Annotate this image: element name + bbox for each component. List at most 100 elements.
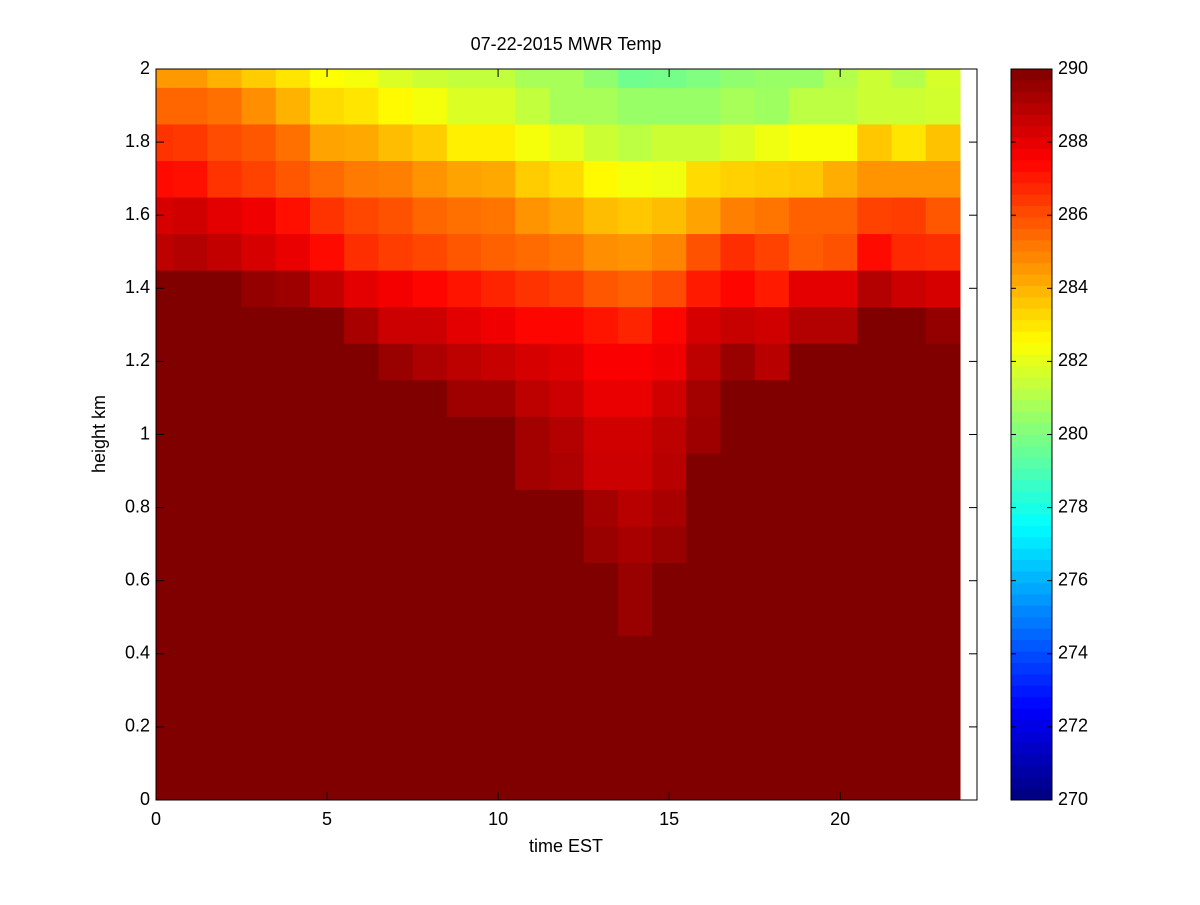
- heatmap-cell: [652, 489, 687, 527]
- heatmap-cell: [173, 379, 208, 417]
- heatmap-cell: [446, 672, 482, 710]
- heatmap-cell: [412, 489, 448, 527]
- heatmap-cell: [156, 379, 174, 417]
- colorbar-segment: [1011, 171, 1052, 184]
- heatmap-cell: [344, 525, 379, 564]
- heatmap-cell: [891, 672, 927, 710]
- heatmap-cell: [823, 196, 858, 235]
- heatmap-cell: [925, 69, 961, 88]
- heatmap-cell: [378, 745, 414, 783]
- heatmap-cell: [446, 708, 482, 746]
- heatmap-cell: [549, 452, 585, 490]
- heatmap-cell: [583, 306, 619, 344]
- heatmap-cell: [480, 781, 516, 800]
- heatmap-cell: [412, 781, 448, 800]
- heatmap-cell: [275, 123, 311, 161]
- heatmap-cell: [173, 562, 208, 600]
- heatmap-cell: [720, 525, 756, 564]
- heatmap-cell: [412, 233, 448, 271]
- heatmap-cell: [686, 452, 722, 490]
- colorbar-segment: [1011, 377, 1052, 390]
- heatmap-cell: [925, 270, 961, 308]
- heatmap-cell: [686, 123, 722, 161]
- heatmap-cell: [583, 379, 619, 417]
- heatmap-cell: [378, 452, 414, 490]
- heatmap-cell: [241, 781, 277, 800]
- heatmap-cell: [788, 452, 824, 490]
- heatmap-cell: [617, 635, 653, 673]
- heatmap-cell: [241, 635, 277, 673]
- heatmap-cell: [344, 781, 379, 800]
- heatmap-cell: [156, 745, 174, 783]
- colorbar-tick-label: 286: [1058, 204, 1088, 224]
- heatmap-cell: [925, 196, 961, 235]
- heatmap-cell: [480, 87, 516, 125]
- heatmap-cell: [857, 745, 893, 783]
- heatmap-cell: [652, 270, 687, 308]
- heatmap-cell: [583, 196, 619, 235]
- heatmap-cell: [891, 598, 927, 637]
- heatmap-cell: [309, 160, 345, 198]
- heatmap-cell: [309, 489, 345, 527]
- y-tick-label: 1.4: [125, 277, 150, 297]
- heatmap-cell: [720, 562, 756, 600]
- heatmap-cell: [515, 270, 550, 308]
- heatmap-cell: [515, 160, 550, 198]
- heatmap-cell: [173, 598, 208, 637]
- heatmap-cell: [754, 69, 790, 88]
- heatmap-cell: [241, 672, 277, 710]
- heatmap-cell: [788, 672, 824, 710]
- heatmap-cell: [515, 635, 550, 673]
- colorbar-segment: [1011, 274, 1052, 287]
- heatmap-cell: [173, 233, 208, 271]
- heatmap-cell: [378, 306, 414, 344]
- heatmap-cell: [754, 379, 790, 417]
- heatmap-cell: [549, 87, 585, 125]
- heatmap-cell: [275, 745, 311, 783]
- colorbar-segment: [1011, 560, 1052, 573]
- colorbar-segment: [1011, 365, 1052, 378]
- heatmap-cell: [275, 87, 311, 125]
- heatmap-cell: [344, 598, 379, 637]
- heatmap-cell: [344, 745, 379, 783]
- heatmap-cell: [480, 196, 516, 235]
- heatmap-cell: [241, 745, 277, 783]
- heatmap-cell: [823, 233, 858, 271]
- heatmap-cell: [309, 123, 345, 161]
- heatmap-cell: [823, 598, 858, 637]
- heatmap-cell: [344, 87, 379, 125]
- colorbar-segment: [1011, 662, 1052, 675]
- heatmap-cell: [788, 69, 824, 88]
- heatmap-cell: [378, 416, 414, 454]
- heatmap-cell: [156, 635, 174, 673]
- heatmap-cell: [446, 306, 482, 344]
- heatmap-cell: [309, 781, 345, 800]
- heatmap-cell: [412, 525, 448, 564]
- heatmap-cell: [241, 87, 277, 125]
- heatmap-cell: [446, 69, 482, 88]
- heatmap-cell: [446, 452, 482, 490]
- colorbar-segment: [1011, 685, 1052, 698]
- heatmap-cell: [173, 525, 208, 564]
- heatmap-cell: [857, 160, 893, 198]
- heatmap-cell: [480, 123, 516, 161]
- heatmap-cell: [412, 160, 448, 198]
- heatmap-cell: [207, 69, 243, 88]
- heatmap-cell: [549, 416, 585, 454]
- heatmap-cell: [617, 379, 653, 417]
- heatmap-cell: [788, 562, 824, 600]
- heatmap-cell: [891, 416, 927, 454]
- heatmap-cell: [344, 123, 379, 161]
- heatmap-cell: [207, 489, 243, 527]
- colorbar-segment: [1011, 286, 1052, 298]
- heatmap-cell: [925, 635, 961, 673]
- heatmap-cell: [788, 160, 824, 198]
- heatmap-cell: [241, 489, 277, 527]
- heatmap-cell: [515, 87, 550, 125]
- heatmap-cell: [823, 745, 858, 783]
- colorbar-segment: [1011, 582, 1052, 595]
- colorbar-tick-label: 290: [1058, 58, 1088, 78]
- heatmap-cell: [754, 233, 790, 271]
- heatmap-cell: [156, 87, 174, 125]
- heatmap-cell: [686, 489, 722, 527]
